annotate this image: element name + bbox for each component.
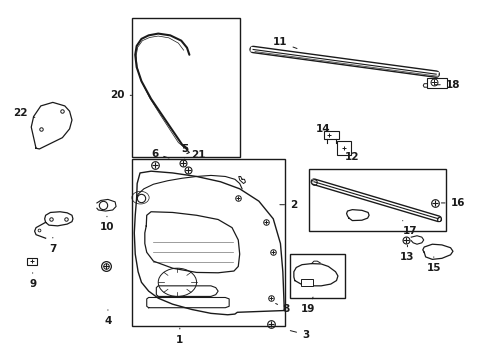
Text: 18: 18 xyxy=(434,80,459,90)
Text: 5: 5 xyxy=(181,144,188,161)
Bar xyxy=(289,254,345,298)
Text: 4: 4 xyxy=(104,310,111,326)
Text: 14: 14 xyxy=(316,123,330,134)
Bar xyxy=(27,258,38,265)
Text: 19: 19 xyxy=(301,297,315,314)
Text: 3: 3 xyxy=(290,329,308,339)
Bar xyxy=(132,18,239,157)
Text: 8: 8 xyxy=(275,303,289,314)
Bar xyxy=(323,131,338,139)
Text: 1: 1 xyxy=(176,328,183,345)
Text: 6: 6 xyxy=(151,149,169,158)
Bar xyxy=(301,279,312,286)
Bar xyxy=(426,78,446,88)
Text: 10: 10 xyxy=(100,216,114,232)
Text: 22: 22 xyxy=(13,108,35,118)
Text: 21: 21 xyxy=(183,150,205,160)
Text: 11: 11 xyxy=(273,37,296,49)
Text: 12: 12 xyxy=(345,152,359,162)
Bar xyxy=(132,159,285,327)
Text: 16: 16 xyxy=(441,198,464,208)
Text: 9: 9 xyxy=(29,273,36,289)
Text: 13: 13 xyxy=(399,245,414,262)
Text: 17: 17 xyxy=(402,221,416,236)
Bar xyxy=(308,170,445,231)
Text: 15: 15 xyxy=(426,257,440,273)
Text: 2: 2 xyxy=(279,200,297,210)
Text: 20: 20 xyxy=(110,90,131,100)
Text: 7: 7 xyxy=(49,238,57,253)
Bar xyxy=(336,141,350,155)
